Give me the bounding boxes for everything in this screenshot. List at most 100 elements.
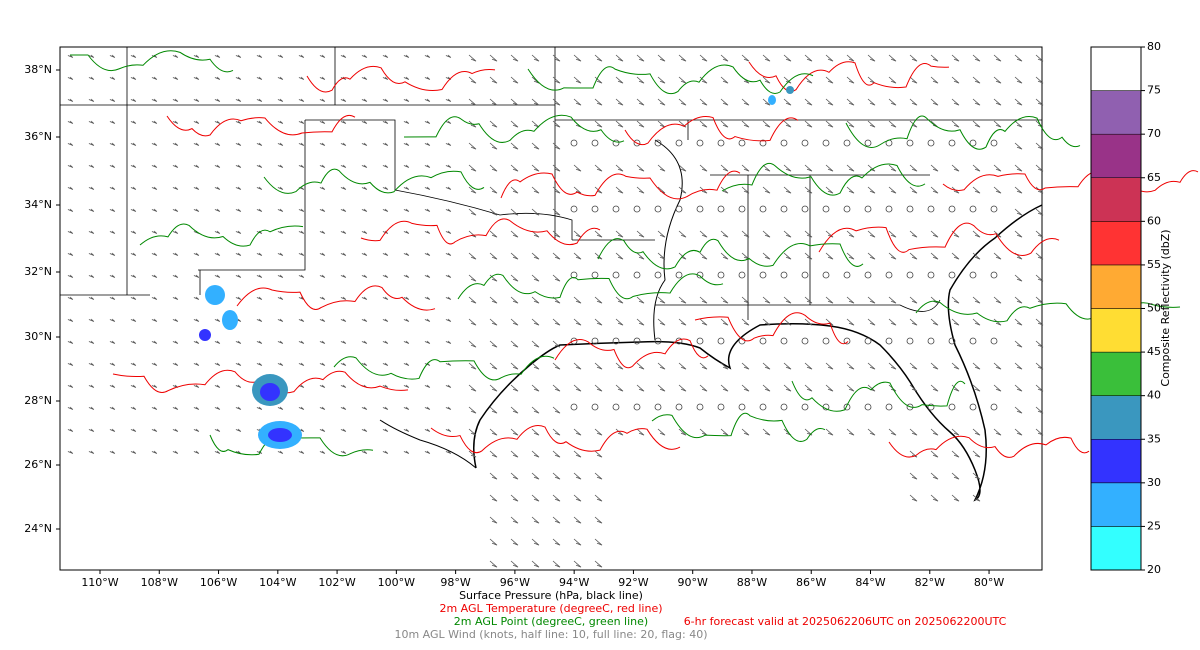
barb (361, 450, 368, 454)
colorbar-tick-label: 65 (1147, 171, 1161, 184)
calm-circle (717, 271, 725, 279)
barb (214, 186, 221, 190)
colorbar-tick-label: 20 (1147, 563, 1161, 576)
barb (762, 296, 771, 304)
barb (531, 186, 540, 194)
barb (214, 120, 221, 124)
barb (531, 252, 540, 260)
barb (510, 98, 519, 106)
calm-circle (633, 139, 641, 147)
barb (256, 120, 263, 124)
barb (888, 76, 897, 84)
barb (552, 164, 561, 172)
barb (993, 76, 1002, 84)
barb (909, 54, 918, 62)
barb (846, 76, 855, 84)
barb (699, 230, 708, 238)
barb (594, 516, 603, 524)
barb (151, 208, 158, 212)
calm-circle (612, 403, 620, 411)
barb (615, 230, 624, 238)
barb (109, 76, 116, 80)
barb (1035, 428, 1044, 436)
barb (552, 560, 561, 568)
contour (942, 170, 1199, 193)
map-frame (59, 46, 1043, 571)
barb (193, 76, 200, 80)
barb (783, 164, 792, 172)
barb (825, 98, 834, 106)
colorbar-tick-label: 60 (1147, 214, 1161, 227)
barb (510, 76, 519, 84)
lat-label: 30°N (24, 330, 52, 343)
barb (130, 406, 137, 410)
barb (256, 76, 263, 80)
barb (825, 362, 834, 370)
calm-circle (927, 271, 935, 279)
calm-circle (612, 139, 620, 147)
barb (804, 252, 813, 260)
calm-circle (633, 271, 641, 279)
barb (573, 538, 582, 546)
barb (172, 164, 179, 168)
barb (783, 362, 792, 370)
barb (783, 120, 792, 128)
barb (510, 406, 519, 414)
barb (130, 296, 137, 300)
radar (199, 86, 794, 449)
calm-circle (927, 337, 935, 345)
barb (678, 384, 687, 392)
barb (340, 318, 347, 322)
barb (741, 252, 750, 260)
colorbar-tick-label: 40 (1147, 389, 1161, 402)
barb (510, 274, 519, 282)
barb (699, 384, 708, 392)
lat-label: 34°N (24, 198, 52, 211)
barb (510, 516, 519, 524)
barb (277, 76, 284, 80)
barb (319, 164, 326, 168)
barb (678, 318, 687, 326)
colorbar-tick-label: 55 (1147, 258, 1161, 271)
barb (130, 120, 137, 124)
barb (951, 230, 960, 238)
barb (531, 450, 540, 458)
barb (720, 186, 729, 194)
barb (361, 142, 368, 146)
river-border (653, 139, 683, 341)
calm-circle (591, 139, 599, 147)
barb (888, 164, 897, 172)
barb (972, 362, 981, 370)
lon-label: 96°W (500, 576, 530, 589)
barb (88, 54, 95, 58)
barb (193, 54, 200, 58)
calm-circle (717, 139, 725, 147)
barb (489, 362, 498, 370)
barb (510, 384, 519, 392)
barb (340, 230, 347, 234)
barb (193, 318, 200, 322)
barb (235, 384, 242, 388)
barb (531, 230, 540, 238)
barb (720, 318, 729, 326)
calm-circle (633, 205, 641, 213)
barb (298, 142, 305, 146)
barb (193, 450, 200, 454)
barb (867, 318, 876, 326)
barb (88, 384, 95, 388)
barb (951, 450, 960, 458)
barb (382, 362, 389, 366)
barb (1035, 208, 1044, 216)
calm-circle (927, 139, 935, 147)
barb (361, 406, 368, 410)
colorbar-segment (1090, 526, 1142, 571)
barb (888, 252, 897, 260)
barb (489, 406, 498, 414)
barb (109, 428, 116, 432)
calm-circle (948, 271, 956, 279)
lon-label: 88°W (737, 576, 767, 589)
barb (1014, 362, 1023, 370)
barb (636, 76, 645, 84)
barb (909, 384, 918, 392)
barb (109, 252, 116, 256)
